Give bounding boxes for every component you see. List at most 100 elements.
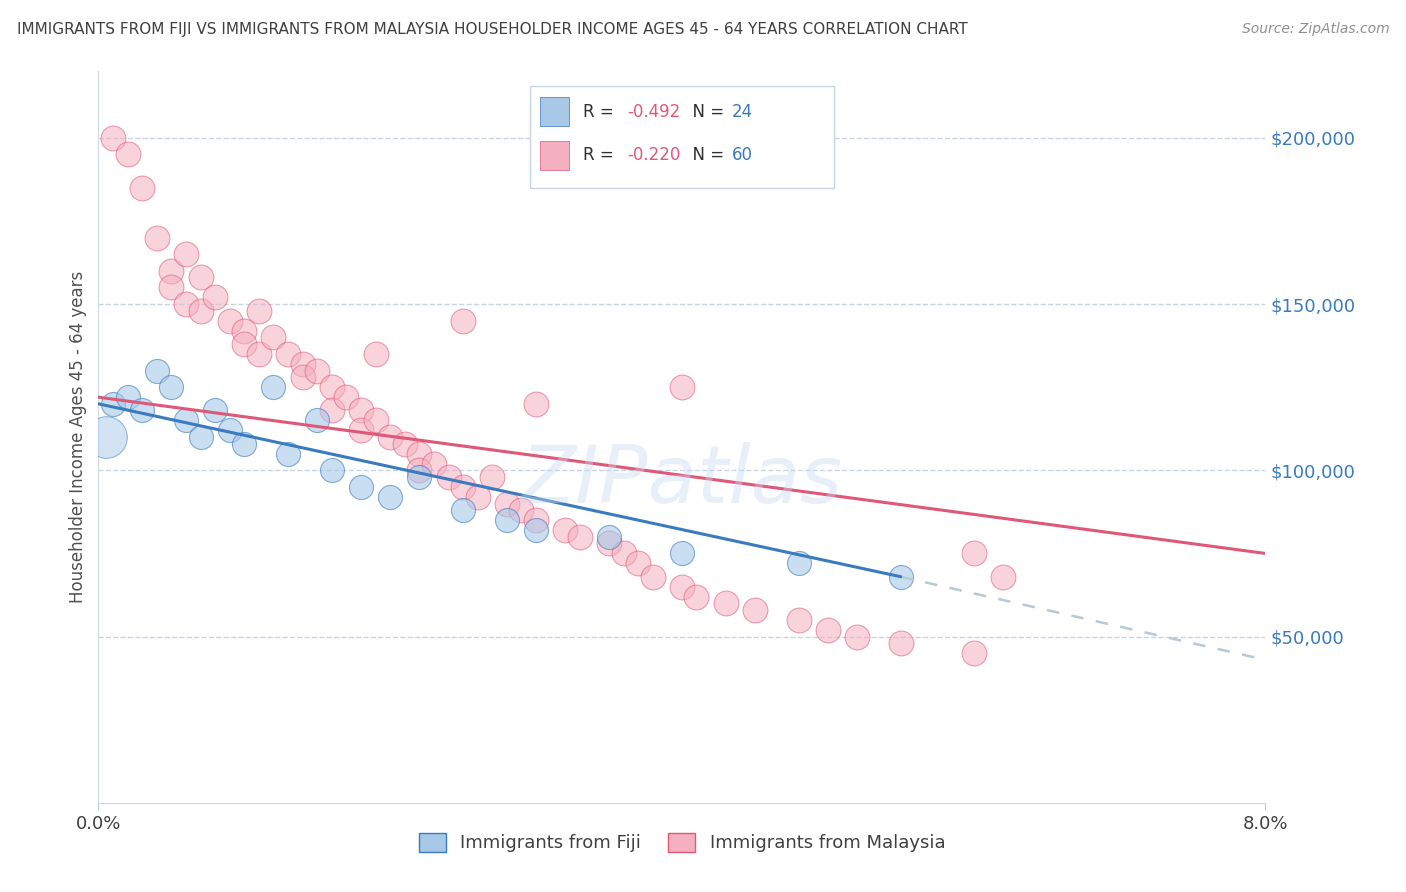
Point	[612, 546, 634, 560]
Bar	[540, 141, 568, 170]
Point	[204, 290, 226, 304]
Point	[117, 147, 139, 161]
Point	[117, 390, 139, 404]
Point	[94, 430, 117, 444]
Point	[598, 536, 620, 550]
Point	[714, 596, 737, 610]
Point	[524, 513, 547, 527]
Point	[247, 303, 270, 318]
Point	[277, 447, 299, 461]
Point	[496, 513, 519, 527]
Point	[233, 436, 256, 450]
Point	[380, 490, 402, 504]
Point	[554, 523, 576, 537]
Point	[262, 330, 284, 344]
Point	[394, 436, 416, 450]
Point	[890, 636, 912, 650]
Point	[233, 337, 256, 351]
Point	[641, 570, 664, 584]
Text: -0.492: -0.492	[627, 103, 681, 120]
Point	[277, 347, 299, 361]
Text: N =: N =	[682, 103, 730, 120]
Point	[496, 497, 519, 511]
Point	[174, 297, 197, 311]
Text: 24: 24	[733, 103, 754, 120]
Point	[671, 380, 693, 394]
Legend: Immigrants from Fiji, Immigrants from Malaysia: Immigrants from Fiji, Immigrants from Ma…	[412, 826, 952, 860]
Point	[174, 413, 197, 427]
Point	[131, 403, 153, 417]
Point	[845, 630, 868, 644]
Point	[321, 380, 343, 394]
Point	[451, 314, 474, 328]
Text: 60: 60	[733, 146, 754, 164]
Point	[364, 413, 387, 427]
Point	[437, 470, 460, 484]
Point	[467, 490, 489, 504]
Point	[451, 480, 474, 494]
Point	[423, 457, 446, 471]
Text: IMMIGRANTS FROM FIJI VS IMMIGRANTS FROM MALAYSIA HOUSEHOLDER INCOME AGES 45 - 64: IMMIGRANTS FROM FIJI VS IMMIGRANTS FROM …	[17, 22, 967, 37]
Bar	[530, 86, 834, 188]
Point	[510, 503, 533, 517]
Point	[131, 180, 153, 194]
Point	[146, 363, 169, 377]
Point	[190, 303, 212, 318]
Text: N =: N =	[682, 146, 730, 164]
Point	[671, 580, 693, 594]
Point	[101, 397, 124, 411]
Point	[685, 590, 707, 604]
Point	[890, 570, 912, 584]
Point	[364, 347, 387, 361]
Text: Source: ZipAtlas.com: Source: ZipAtlas.com	[1241, 22, 1389, 37]
Point	[218, 424, 240, 438]
Bar	[540, 97, 568, 127]
Point	[247, 347, 270, 361]
Point	[218, 314, 240, 328]
Point	[481, 470, 503, 484]
Point	[262, 380, 284, 394]
Point	[307, 413, 329, 427]
Text: -0.220: -0.220	[627, 146, 681, 164]
Point	[204, 403, 226, 417]
Point	[962, 546, 984, 560]
Text: R =: R =	[582, 103, 619, 120]
Y-axis label: Householder Income Ages 45 - 64 years: Householder Income Ages 45 - 64 years	[69, 271, 87, 603]
Point	[233, 324, 256, 338]
Point	[190, 270, 212, 285]
Point	[321, 403, 343, 417]
Point	[408, 463, 430, 477]
Point	[568, 530, 591, 544]
Point	[380, 430, 402, 444]
Point	[962, 646, 984, 660]
Point	[524, 523, 547, 537]
Point	[160, 380, 183, 394]
Text: R =: R =	[582, 146, 619, 164]
Point	[787, 613, 810, 627]
Point	[817, 623, 839, 637]
Point	[350, 480, 373, 494]
Point	[160, 280, 183, 294]
Text: ZIPatlas: ZIPatlas	[520, 442, 844, 520]
Point	[101, 131, 124, 145]
Point	[321, 463, 343, 477]
Point	[627, 557, 650, 571]
Point	[307, 363, 329, 377]
Point	[991, 570, 1014, 584]
Point	[524, 397, 547, 411]
Point	[350, 403, 373, 417]
Point	[335, 390, 357, 404]
Point	[787, 557, 810, 571]
Point	[190, 430, 212, 444]
Point	[146, 230, 169, 244]
Point	[291, 370, 314, 384]
Point	[744, 603, 766, 617]
Point	[408, 447, 430, 461]
Point	[174, 247, 197, 261]
Point	[451, 503, 474, 517]
Point	[291, 357, 314, 371]
Point	[671, 546, 693, 560]
Point	[408, 470, 430, 484]
Point	[598, 530, 620, 544]
Point	[160, 264, 183, 278]
